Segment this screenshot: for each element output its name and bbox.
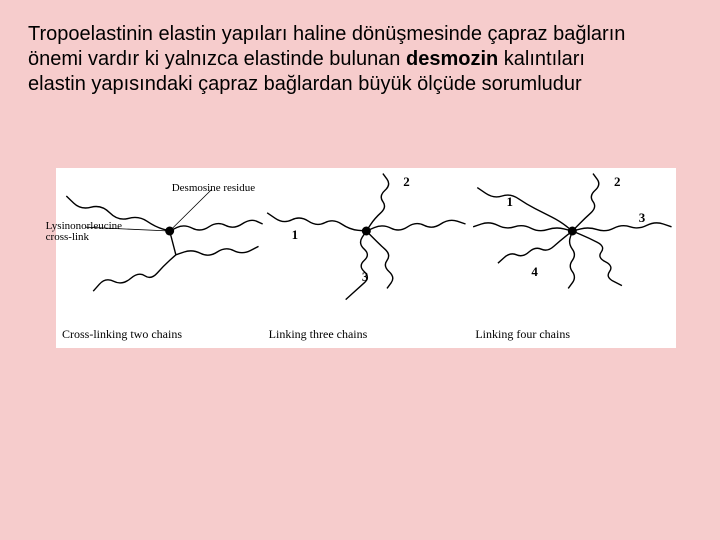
panel-three-chains: 1 2 3 Linking three chains: [263, 168, 470, 348]
chain-strand: [573, 223, 672, 231]
chain-strand: [267, 213, 366, 231]
chain-number: 2: [614, 174, 621, 190]
chain-strand: [498, 231, 572, 263]
chain-strand: [573, 231, 623, 286]
annotation-label: Lysinonorleucine cross-link: [46, 221, 136, 243]
panel-two-chains: Desmosine residueLysinonorleucine cross-…: [56, 168, 263, 348]
panel-svg: [56, 168, 263, 348]
panel-caption: Linking three chains: [269, 327, 368, 342]
chain-number: 4: [531, 264, 538, 280]
chain-number: 1: [292, 227, 299, 243]
panel-caption: Cross-linking two chains: [62, 327, 182, 342]
chain-strand: [345, 231, 367, 300]
chain-number: 1: [507, 194, 514, 210]
chain-strand: [176, 246, 259, 255]
chain-number: 3: [362, 269, 369, 285]
chain-strand: [478, 188, 573, 231]
figure-area: Desmosine residueLysinonorleucine cross-…: [56, 168, 676, 348]
annotation-leader: [170, 189, 212, 231]
crosslink-node: [362, 227, 371, 236]
chain-strand: [366, 220, 465, 231]
chain-number: 3: [639, 210, 646, 226]
chain-strand: [366, 231, 392, 288]
crosslink-node: [568, 227, 577, 236]
slide: Tropoelastinin elastin yapıları haline d…: [0, 0, 720, 540]
chain-number: 2: [403, 174, 410, 190]
chain-strand: [366, 174, 388, 231]
chain-strand: [573, 174, 599, 231]
chain-strand: [569, 231, 575, 288]
figure-panels: Desmosine residueLysinonorleucine cross-…: [56, 168, 676, 348]
chain-strand: [473, 223, 572, 231]
annotation-label: Desmosine residue: [172, 183, 255, 194]
panel-four-chains: 1 2 3 4 Linking four chains: [469, 168, 676, 348]
chain-strand: [93, 255, 176, 291]
panel-svg: [469, 168, 676, 348]
paragraph: Tropoelastinin elastin yapıları haline d…: [28, 22, 628, 97]
panel-caption: Linking four chains: [475, 327, 570, 342]
paragraph-bold-segment: desmozin: [406, 48, 498, 70]
chain-strand: [170, 220, 263, 231]
panel-svg: [263, 168, 470, 348]
